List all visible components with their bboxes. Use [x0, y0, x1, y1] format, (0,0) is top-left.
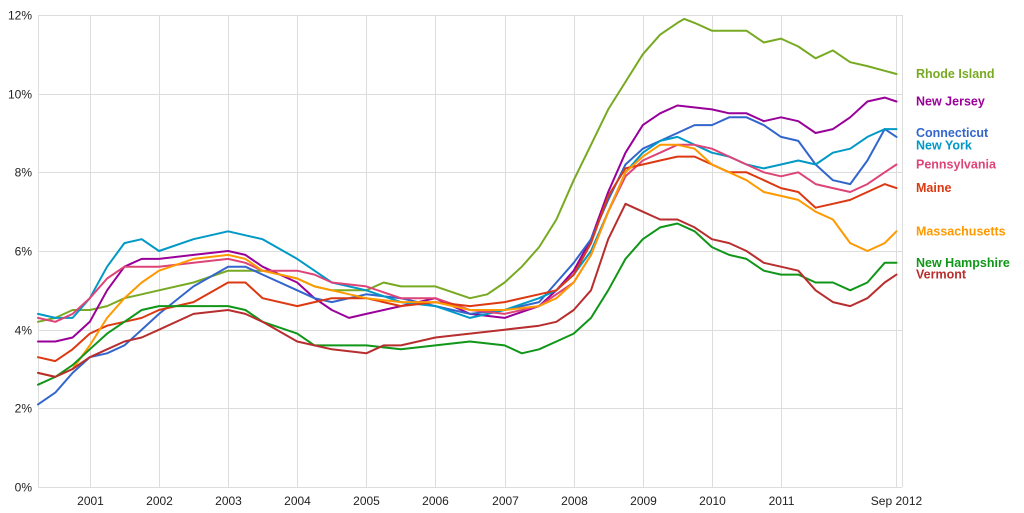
x-tick-label: Sep 2012: [871, 494, 923, 508]
x-tick-label: 2010: [699, 494, 726, 508]
y-tick-label: 8%: [15, 166, 33, 180]
y-tick-label: 4%: [15, 324, 33, 338]
series-line-massachusetts: [37, 143, 898, 378]
y-tick-label: 2%: [15, 402, 33, 416]
series-line-new-hampshire: [37, 222, 898, 386]
legend-label-new-york: New York: [916, 139, 972, 153]
series-line-new-jersey: [37, 96, 898, 343]
x-tick-label: 2006: [422, 494, 449, 508]
x-tick-label: 2011: [769, 494, 795, 508]
x-tick-label: 2001: [77, 494, 104, 508]
y-tick-label: 12%: [8, 9, 32, 23]
series-line-pennsylvania: [37, 143, 898, 323]
y-tick-label: 0%: [15, 481, 33, 495]
series-lines: [37, 17, 898, 406]
x-tick-label: 2008: [561, 494, 588, 508]
series-line-new-york: [37, 128, 898, 319]
series-line-maine: [37, 155, 898, 363]
legend-label-pennsylvania: Pennsylvania: [916, 157, 997, 171]
legend-label-maine: Maine: [916, 181, 951, 195]
legend-label-new-jersey: New Jersey: [916, 95, 985, 109]
x-axis: 2001 2002 2003 2004 2005 2006 2007 2008 2009 2010…: [77, 494, 922, 508]
x-tick-label: 2007: [492, 494, 519, 508]
x-tick-label: 2003: [215, 494, 242, 508]
grid: [38, 15, 903, 488]
y-tick-label: 10%: [8, 88, 32, 102]
series-line-vermont: [37, 202, 898, 378]
x-tick-label: 2004: [284, 494, 311, 508]
legend-label-massachusetts: Massachusetts: [916, 224, 1006, 238]
x-tick-label: 2009: [630, 494, 657, 508]
legend-label-rhode-island: Rhode Island: [916, 67, 994, 81]
series-line-connecticut: [37, 116, 898, 406]
legend-label-connecticut: Connecticut: [916, 126, 989, 140]
legend-label-new-hampshire: New Hampshire: [916, 256, 1010, 270]
series-line-rhode-island: [37, 17, 898, 323]
y-axis: 0% 2% 4% 6% 8% 10% 12%: [8, 9, 32, 495]
legend-label-vermont: Vermont: [916, 268, 967, 282]
x-tick-label: 2002: [146, 494, 173, 508]
x-tick-label: 2005: [353, 494, 380, 508]
y-tick-label: 6%: [15, 245, 33, 259]
